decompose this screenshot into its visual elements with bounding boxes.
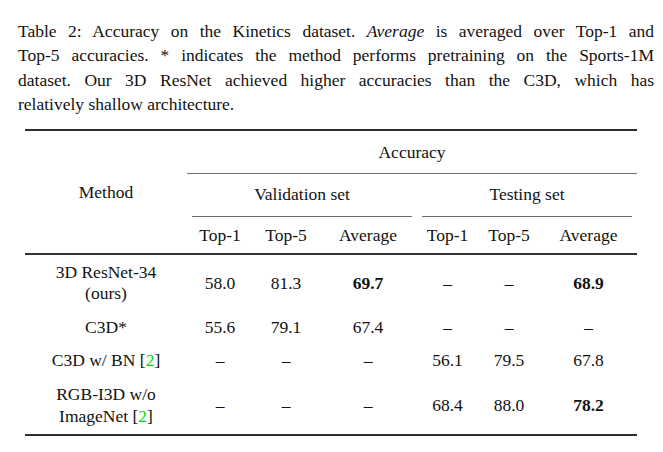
table-row-3d-resnet-34: 3D ResNet-34 (ours) 58.0 81.3 69.7 – – 6… <box>25 254 637 311</box>
col-group-testing: Testing set <box>417 174 637 218</box>
cell-value: 81.3 <box>253 254 319 311</box>
col-group-validation-label: Validation set <box>192 174 412 217</box>
cell-value: – <box>478 254 540 311</box>
col-header-test-top1: Top-1 <box>417 217 478 254</box>
table-row-c3d: C3D* 55.6 79.1 67.4 – – – <box>25 311 637 344</box>
cell-value-bold: 68.9 <box>540 254 637 311</box>
cell-value: 88.0 <box>478 377 540 435</box>
caption-text: Table 2: Accuracy on the Kinetics datase… <box>18 21 367 41</box>
col-header-test-average: Average <box>540 217 637 254</box>
table-caption: Table 2: Accuracy on the Kinetics datase… <box>18 19 654 117</box>
cell-value: – <box>319 377 417 435</box>
caption-italic-average: Average <box>367 21 424 41</box>
col-header-method: Method <box>25 130 187 254</box>
caption-text: relatively shallow architecture. <box>18 94 234 114</box>
header-row-accuracy: Method Accuracy <box>25 130 637 174</box>
caption-text: Top-5 accuracies. * indicates the method… <box>18 45 654 65</box>
cell-value: 68.4 <box>417 377 478 435</box>
citation-link[interactable]: 2 <box>138 406 147 426</box>
cell-value: – <box>478 311 540 344</box>
cell-value-bold: 78.2 <box>540 377 637 435</box>
method-label-3d-resnet: 3D ResNet-34 (ours) <box>25 254 187 311</box>
col-header-accuracy: Accuracy <box>187 130 637 174</box>
method-line: 3D ResNet-34 <box>56 262 157 282</box>
method-line: (ours) <box>85 283 127 303</box>
method-line: ] <box>147 406 153 426</box>
caption-line-2: Top-5 accuracies. * indicates the method… <box>18 43 654 67</box>
cell-value: 67.4 <box>319 311 417 344</box>
method-label-c3d: C3D* <box>25 311 187 344</box>
method-line: ] <box>154 350 160 370</box>
paper-page: Table 2: Accuracy on the Kinetics datase… <box>0 0 663 452</box>
method-label-rgb-i3d: RGB-I3D w/o ImageNet [2] <box>25 377 187 435</box>
cell-value: – <box>253 377 319 435</box>
caption-text: is averaged over Top-1 and <box>424 21 654 41</box>
cell-value: – <box>540 311 637 344</box>
col-header-val-top1: Top-1 <box>187 217 253 254</box>
caption-line-3: dataset. Our 3D ResNet achieved higher a… <box>18 68 654 92</box>
method-line: ImageNet [ <box>59 406 138 426</box>
caption-text: dataset. Our 3D ResNet achieved higher a… <box>18 70 654 90</box>
caption-line-1: Table 2: Accuracy on the Kinetics datase… <box>18 19 654 43</box>
col-header-test-top5: Top-5 <box>478 217 540 254</box>
cell-value: 67.8 <box>540 344 637 377</box>
cell-value: 55.6 <box>187 311 253 344</box>
cell-value: – <box>417 311 478 344</box>
col-header-val-average: Average <box>319 217 417 254</box>
cell-value-bold: 69.7 <box>319 254 417 311</box>
caption-line-4: relatively shallow architecture. <box>18 92 654 116</box>
cell-value: – <box>417 254 478 311</box>
cell-value: 56.1 <box>417 344 478 377</box>
method-line: RGB-I3D w/o <box>56 384 156 404</box>
cell-value: – <box>319 344 417 377</box>
method-line: C3D w/ BN [ <box>52 350 146 370</box>
col-group-testing-label: Testing set <box>422 174 632 217</box>
method-label-c3d-bn: C3D w/ BN [2] <box>25 344 187 377</box>
cell-value: 79.5 <box>478 344 540 377</box>
cell-value: – <box>253 344 319 377</box>
cell-value: 79.1 <box>253 311 319 344</box>
table-row-rgb-i3d: RGB-I3D w/o ImageNet [2] – – – 68.4 88.0… <box>25 377 637 435</box>
col-header-val-top5: Top-5 <box>253 217 319 254</box>
col-group-validation: Validation set <box>187 174 417 218</box>
results-table: Method Accuracy Validation set Testing s… <box>25 129 637 436</box>
table-row-c3d-bn: C3D w/ BN [2] – – – 56.1 79.5 67.8 <box>25 344 637 377</box>
cell-value: – <box>187 344 253 377</box>
cell-value: – <box>187 377 253 435</box>
cell-value: 58.0 <box>187 254 253 311</box>
